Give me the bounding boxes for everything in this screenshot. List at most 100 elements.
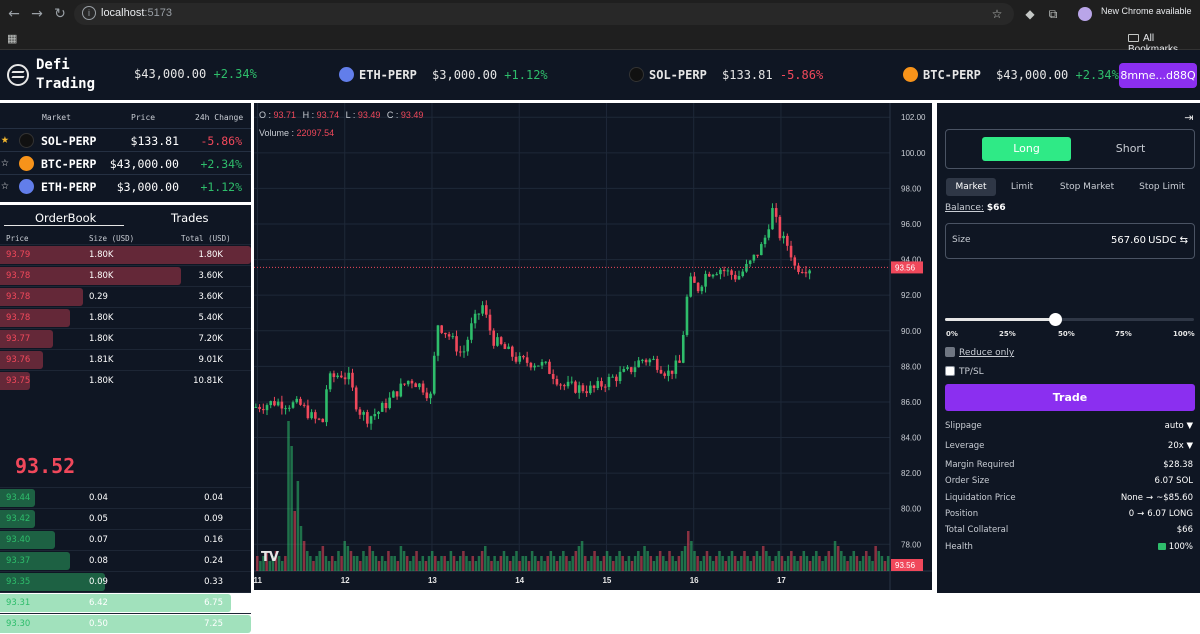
ticker-item[interactable]: $43,000.00 +2.34% [134, 67, 257, 81]
volume-bar [608, 556, 612, 571]
tab-stop-limit[interactable]: Stop Limit [1139, 182, 1185, 192]
arrow-right-icon: → [1146, 493, 1154, 503]
volume-bar [430, 551, 434, 571]
all-bookmarks[interactable]: All Bookmarks [1128, 33, 1200, 55]
volume-bar [580, 541, 584, 571]
candle-body [719, 269, 722, 275]
candle-body [655, 358, 659, 370]
wallet-button[interactable]: 8mme...d88Q [1119, 63, 1197, 88]
bid-row[interactable]: 93.31 6.42 6.75 [0, 592, 251, 613]
bid-row[interactable]: 93.40 0.07 0.16 [0, 529, 251, 550]
bookmark-star-icon[interactable]: ☆ [991, 7, 1003, 21]
x-tick-label: 11 [254, 576, 262, 585]
ticker-item[interactable]: SOL-PERP $133.81 -5.86% [629, 67, 823, 83]
slider-mark[interactable]: 75% [1115, 330, 1132, 338]
ask-row[interactable]: 93.75 1.80K 10.81K [0, 370, 251, 391]
tab-stop-market[interactable]: Stop Market [1059, 182, 1115, 192]
ask-row[interactable]: 93.79 1.80K 1.80K [0, 244, 251, 265]
unit-toggle[interactable]: USDC ⇆ [1148, 235, 1188, 246]
profile-avatar[interactable] [1078, 7, 1092, 21]
tab-orderbook[interactable]: OrderBook [35, 211, 97, 225]
ask-row[interactable]: 93.77 1.80K 7.20K [0, 328, 251, 349]
checkbox-icon[interactable] [945, 347, 955, 357]
slider-thumb[interactable] [1048, 313, 1062, 326]
bid-row[interactable]: 93.30 0.50 7.25 [0, 613, 251, 634]
candle-body [395, 391, 399, 397]
new-chrome-button[interactable]: New Chrome available [1101, 6, 1192, 16]
checkbox-icon[interactable] [945, 366, 955, 376]
candle-body [670, 370, 674, 374]
back-icon[interactable]: ← [8, 6, 20, 22]
ask-row[interactable]: 93.78 1.80K 3.60K [0, 265, 251, 286]
market-row-eth[interactable]: ☆ ETH-PERP $3,000.00 +1.12% [0, 174, 251, 197]
depth-bar [0, 489, 35, 507]
ask-row[interactable]: 93.76 1.81K 9.01K [0, 349, 251, 370]
forward-icon[interactable]: → [31, 6, 43, 22]
reload-icon[interactable]: ↻ [54, 6, 66, 22]
slider-mark[interactable]: 100% [1173, 330, 1195, 338]
slider-mark[interactable]: 50% [1058, 330, 1075, 338]
volume-bar [321, 546, 325, 571]
candle-body [730, 270, 733, 275]
short-button[interactable]: Short [1115, 142, 1146, 155]
address-bar[interactable]: i localhost:5173 [74, 3, 1014, 25]
ticker-item[interactable]: ETH-PERP $3,000.00 +1.12% [339, 67, 548, 83]
reduce-only-checkbox[interactable]: Reduce only [945, 347, 1014, 358]
site-info-icon[interactable]: i [82, 6, 96, 20]
slippage-dropdown[interactable]: auto ▼ [1164, 421, 1193, 431]
bid-row[interactable]: 93.35 0.09 0.33 [0, 571, 251, 592]
order-size: 0.04 [89, 493, 108, 503]
price-chart[interactable]: 102.00 100.00 98.00 96.00 94.00 92.00 90.00 88.… [254, 103, 932, 590]
market-row-sol[interactable]: ★ SOL-PERP $133.81 -5.86% [0, 128, 251, 151]
tradingview-logo[interactable]: TV [261, 550, 279, 565]
candle-body [265, 405, 269, 411]
market-price: $43,000.00 [109, 157, 179, 171]
volume-bar [371, 551, 375, 571]
candle-body [622, 368, 626, 372]
x-tick-label: 17 [777, 576, 786, 585]
slider-mark[interactable]: 25% [999, 330, 1016, 338]
tab-limit[interactable]: Limit [1010, 182, 1034, 192]
extensions-puzzle-icon[interactable]: ⧉ [1048, 7, 1058, 21]
star-outline-icon[interactable]: ☆ [1, 155, 9, 170]
candlestick-chart[interactable]: 102.00 100.00 98.00 96.00 94.00 92.00 90.00 88.… [254, 103, 932, 590]
leverage-row: Leverage 20x ▼ [945, 441, 1193, 451]
market-row-btc[interactable]: ☆ BTC-PERP $43,000.00 +2.34% [0, 151, 251, 174]
candle-body [406, 380, 410, 385]
volume-bar [265, 551, 268, 571]
volume-bar [274, 551, 278, 571]
order-total: 3.60K [198, 292, 224, 302]
tab-market[interactable]: Market [946, 178, 996, 196]
size-slider[interactable] [945, 313, 1194, 326]
ask-row[interactable]: 93.78 1.80K 5.40K [0, 307, 251, 328]
apps-grid-icon[interactable]: ▦ [7, 33, 18, 45]
candle-body [737, 276, 741, 280]
bid-row[interactable]: 93.44 0.04 0.04 [0, 487, 251, 508]
bid-row[interactable]: 93.42 0.05 0.09 [0, 508, 251, 529]
ask-row[interactable]: 93.78 0.29 3.60K [0, 286, 251, 307]
balance: Balance: $66 [945, 203, 1006, 213]
slider-mark[interactable]: 0% [946, 330, 958, 338]
long-button[interactable]: Long [982, 137, 1071, 161]
leverage-dropdown[interactable]: 20x ▼ [1167, 441, 1193, 451]
tab-trades[interactable]: Trades [171, 211, 209, 225]
ticker-item[interactable]: BTC-PERP $43,000.00 +2.34% [903, 67, 1119, 83]
star-filled-icon[interactable]: ★ [1, 132, 9, 147]
tpsl-checkbox[interactable]: TP/SL [945, 366, 984, 377]
star-outline-icon[interactable]: ☆ [1, 178, 9, 193]
volume-bar [646, 551, 649, 571]
volume-bar [771, 561, 774, 571]
order-price: 93.40 [6, 535, 31, 545]
trade-button[interactable]: Trade [945, 384, 1195, 411]
volume-bar [855, 556, 859, 571]
bid-row[interactable]: 93.37 0.08 0.24 [0, 550, 251, 571]
depth-bar [0, 330, 53, 348]
size-input[interactable]: Size 567.60 USDC ⇆ [945, 223, 1195, 259]
candle-body [317, 418, 321, 420]
volume-bar [690, 541, 693, 571]
extension-icon[interactable]: ◆ [1025, 7, 1035, 21]
candle-body [563, 385, 566, 387]
size-value[interactable]: 567.60 [1111, 235, 1146, 246]
candle-body [596, 381, 600, 389]
logout-icon[interactable]: ⇥ [1184, 111, 1194, 124]
